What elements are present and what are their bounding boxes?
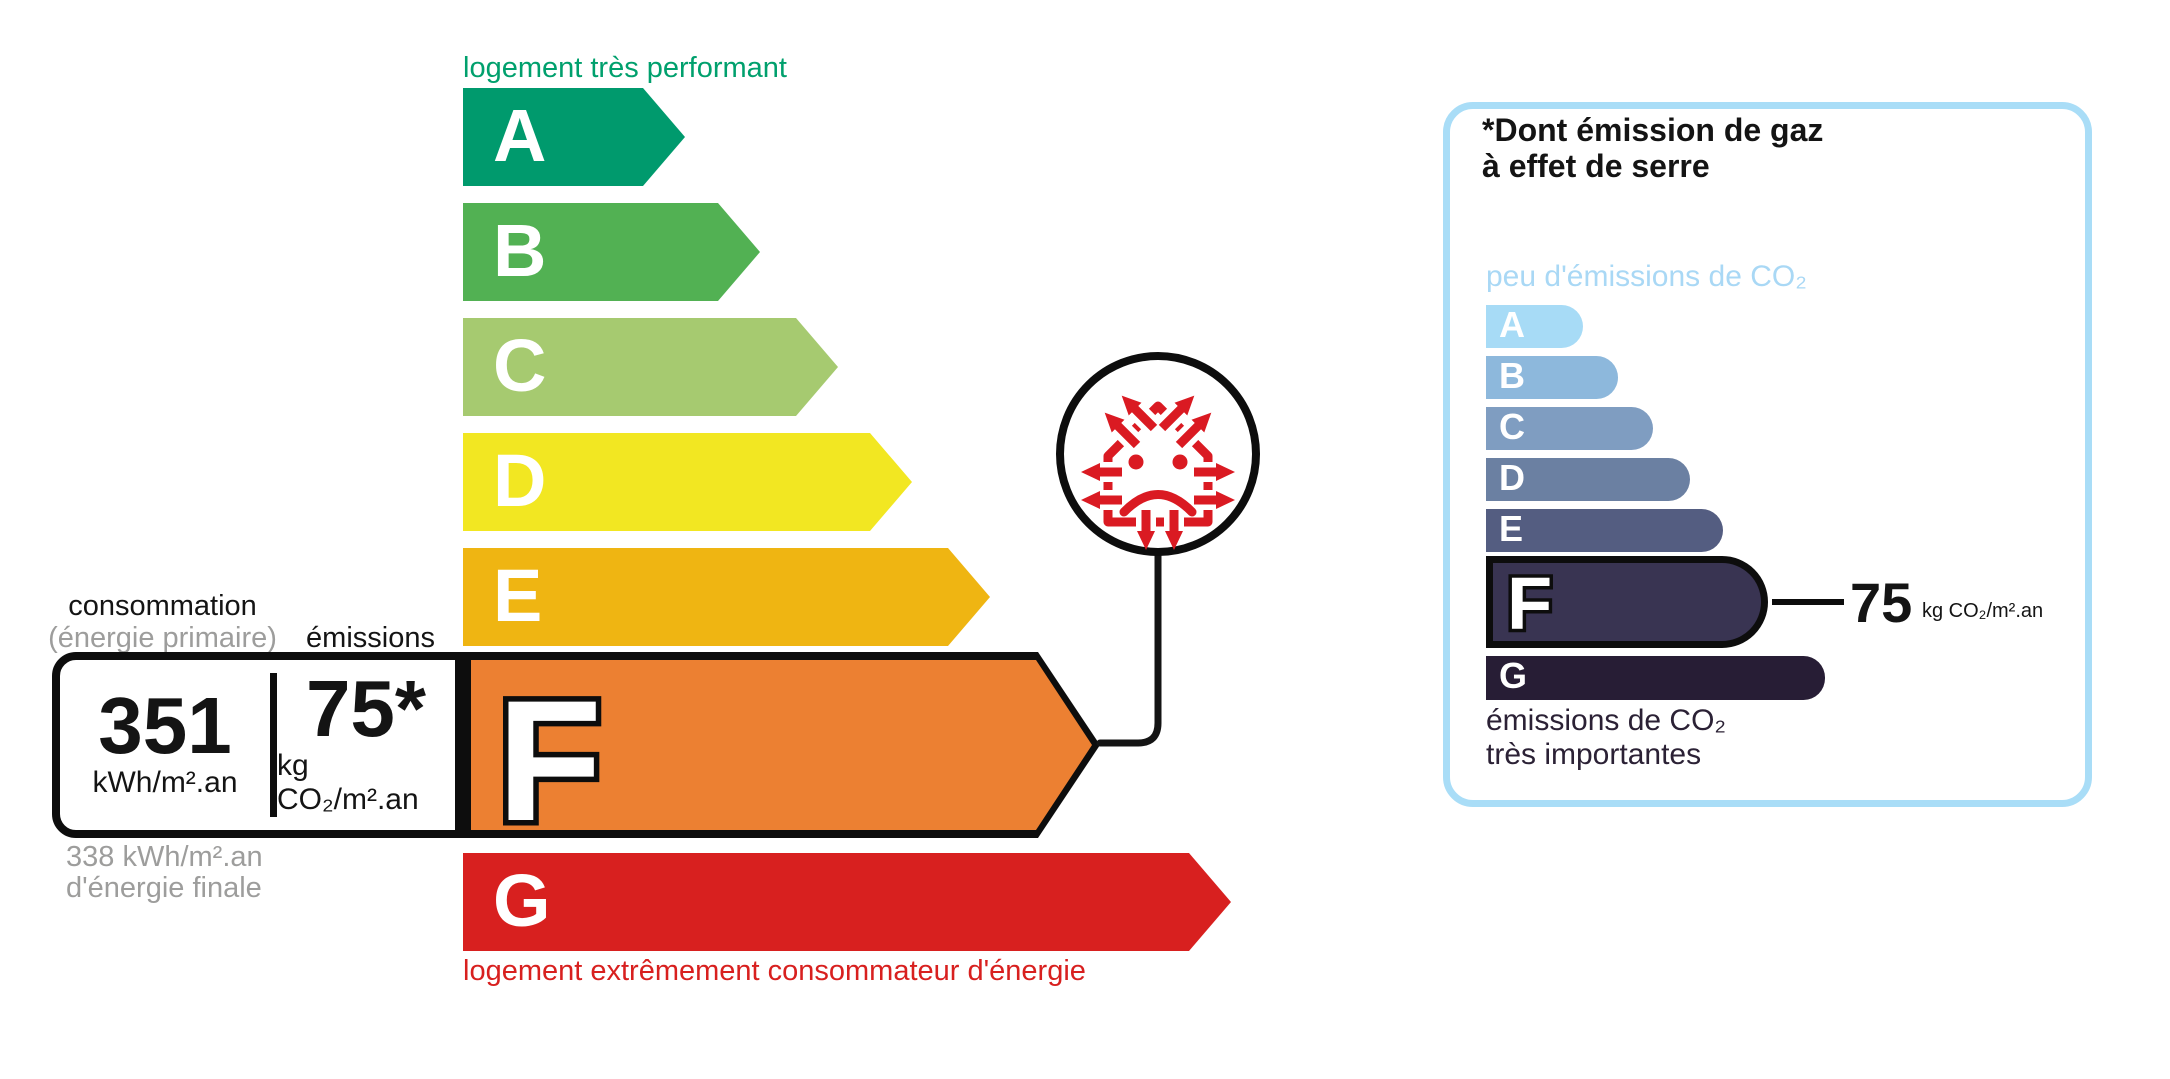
ges-panel — [1443, 102, 2092, 807]
ges-bar-d: D — [1486, 456, 1690, 501]
energy-bar-d: D — [463, 433, 912, 531]
ges-bar-b: B — [1486, 354, 1618, 399]
emissions-column: 75* kg CO₂/m².an — [277, 660, 455, 830]
badge-connector-line — [1096, 550, 1162, 747]
ges-bar-e: E — [1486, 507, 1723, 552]
energy-rating-letter: F — [491, 652, 661, 838]
ges-rating-letter: F — [1504, 563, 1556, 641]
ges-bar-c: C — [1486, 405, 1653, 450]
ges-bar-d-letter: D — [1499, 456, 1525, 498]
ges-rating-value: 75 — [1850, 571, 1913, 634]
ges-bar-a-letter: A — [1499, 303, 1525, 345]
ges-value-pointer-line — [1772, 599, 1844, 605]
consumption-unit: kWh/m².an — [92, 766, 238, 799]
ges-bottom-label-line1: émissions de CO₂ — [1486, 704, 1727, 737]
energy-bar-f-highlighted: F — [463, 652, 1100, 838]
ges-bottom-label: émissions de CO₂ très importantes — [1486, 704, 1726, 772]
energy-bar-e: E — [463, 548, 990, 646]
energy-bar-a-letter: A — [493, 93, 547, 177]
energy-bar-b: B — [463, 203, 760, 301]
consumption-header-line2: (énergie primaire) — [48, 622, 277, 654]
consumption-header: consommation (énergie primaire) — [40, 590, 285, 654]
energy-bar-b-letter: B — [493, 208, 547, 292]
ges-bar-g: G — [1486, 655, 1825, 700]
ges-title-line2: à effet de serre — [1482, 148, 1710, 184]
ges-top-label: peu d'émissions de CO₂ — [1486, 260, 1807, 293]
final-energy-line2: d'énergie finale — [66, 872, 262, 904]
ges-bar-b-letter: B — [1499, 354, 1525, 396]
energy-bar-d-letter: D — [493, 438, 547, 522]
energy-bar-f-fill — [471, 660, 1092, 830]
consumption-column: 351 kWh/m².an — [60, 660, 270, 830]
consumption-header-line1: consommation — [68, 590, 257, 622]
energy-bar-c: C — [463, 318, 838, 416]
energy-bar-g: G — [463, 853, 1231, 951]
ges-bar-g-letter: G — [1499, 655, 1528, 696]
rating-value-box: 351 kWh/m².an 75* kg CO₂/m².an — [52, 652, 463, 838]
ges-rating-unit: kg CO₂/m².an — [1922, 600, 2044, 622]
energy-bar-a: A — [463, 88, 685, 186]
ges-bar-a: A — [1486, 303, 1583, 348]
svg-text:F: F — [1507, 563, 1552, 641]
energy-leak-house-icon — [1056, 352, 1260, 556]
final-energy-note: 338 kWh/m².an d'énergie finale — [66, 842, 263, 904]
ges-bar-c-letter: C — [1499, 405, 1525, 447]
emissions-value: 75* — [305, 664, 427, 753]
energy-bar-c-letter: C — [493, 323, 547, 407]
ges-bottom-label-line2: très importantes — [1486, 738, 1702, 771]
energy-scale-top-label: logement très performant — [463, 52, 787, 84]
final-energy-line1: 338 kWh/m².an — [66, 841, 263, 873]
ges-bar-f-highlighted: F — [1486, 556, 1768, 648]
ges-bar-e-letter: E — [1499, 507, 1524, 549]
ges-panel-title: *Dont émission de gaz à effet de serre — [1482, 112, 1823, 184]
energy-bar-g-letter: G — [493, 858, 551, 942]
consumption-value: 351 — [98, 681, 232, 770]
value-box-divider — [270, 673, 277, 817]
svg-text:F: F — [497, 665, 602, 838]
ges-title-line1: *Dont émission de gaz — [1482, 112, 1824, 148]
emissions-unit: kg CO₂/m².an — [277, 749, 419, 816]
energy-bar-e-letter: E — [493, 553, 543, 637]
energy-scale-bottom-label: logement extrêmement consommateur d'éner… — [463, 955, 1086, 987]
emissions-header: émissions — [306, 622, 435, 654]
